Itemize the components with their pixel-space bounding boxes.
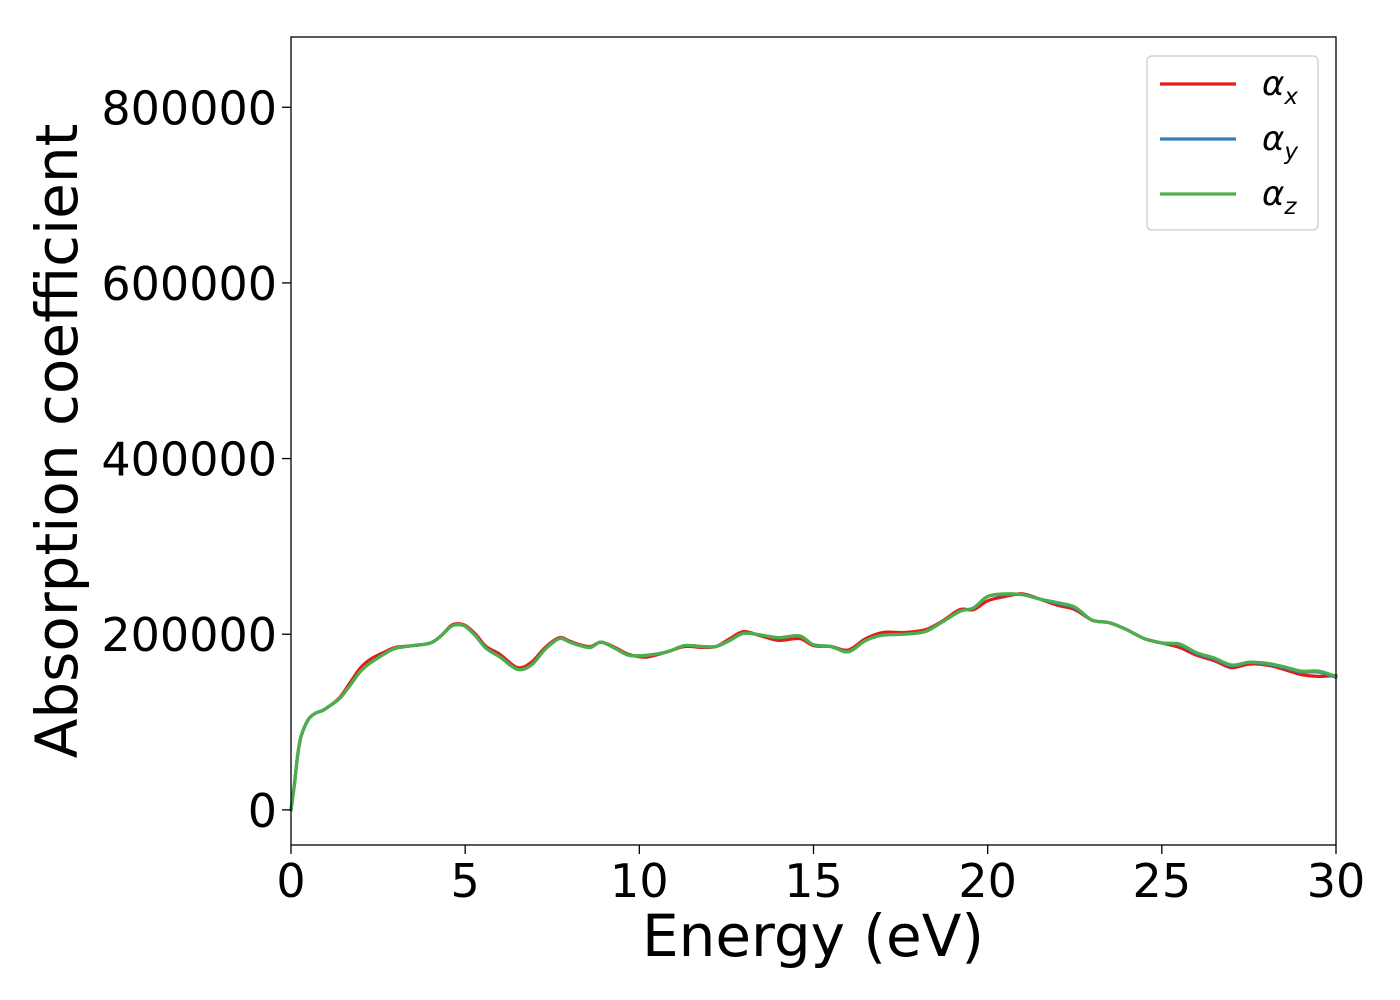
plot-lines xyxy=(289,592,1338,812)
legend-label-main: α xyxy=(1262,64,1284,104)
x-tick-label: 20 xyxy=(958,854,1017,908)
x-tick-label: 30 xyxy=(1307,854,1366,908)
y-tick-label: 0 xyxy=(248,784,277,838)
y-axis-title: Absorption coefficient xyxy=(23,124,91,759)
legend-label-main: α xyxy=(1262,174,1284,214)
legend-label-sub: y xyxy=(1283,139,1298,165)
y-tick-label: 400000 xyxy=(101,433,277,487)
x-axis: 0 5 10 15 20 25 30 xyxy=(276,845,1365,908)
series-line-x xyxy=(289,592,1338,812)
legend-label-main: α xyxy=(1262,119,1284,159)
legend-label-sub: z xyxy=(1283,194,1297,220)
legend-box xyxy=(1146,55,1319,231)
legend-label-y: αy xyxy=(1262,119,1298,165)
x-tick-label: 25 xyxy=(1133,854,1192,908)
x-tick-label: 10 xyxy=(610,854,669,908)
y-tick-label: 600000 xyxy=(101,257,277,311)
y-tick-label: 200000 xyxy=(101,608,277,662)
y-axis: 0 200000 400000 600000 800000 xyxy=(101,81,291,838)
x-tick-label: 5 xyxy=(451,854,480,908)
x-tick-label: 15 xyxy=(784,854,843,908)
x-tick-label: 0 xyxy=(276,854,305,908)
legend-label-sub: x xyxy=(1283,84,1298,110)
y-tick-label: 800000 xyxy=(101,81,277,135)
series-line-z xyxy=(289,592,1338,812)
legend-label-x: αx xyxy=(1262,64,1298,110)
legend-label-z: αz xyxy=(1262,174,1297,220)
x-axis-title: Energy (eV) xyxy=(642,902,984,970)
